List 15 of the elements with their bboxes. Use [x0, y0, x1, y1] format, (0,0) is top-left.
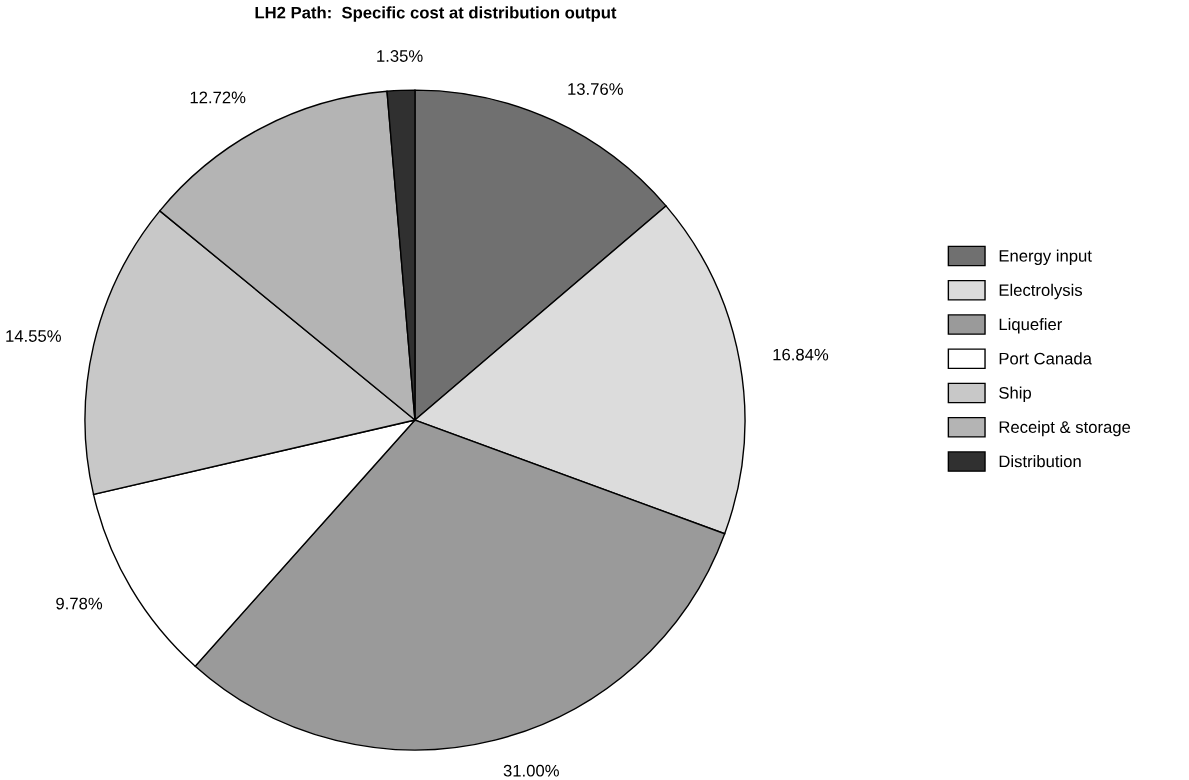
chart-title: LH2 Path: Specific cost at distribution output — [255, 6, 617, 22]
legend-label: Receipt & storage — [999, 420, 1131, 437]
data-label: 9.78% — [56, 597, 103, 610]
data-label: 1.35% — [377, 50, 423, 62]
legend-label: Ship — [999, 386, 1032, 403]
data-label: 31.00% — [503, 764, 559, 777]
data-label: 14.55% — [6, 330, 61, 342]
data-label: 13.76% — [568, 83, 623, 95]
legend-label: Distribution — [999, 455, 1081, 468]
legend-label: Liquefier — [999, 318, 1063, 334]
legend-label: Electrolysis — [999, 283, 1083, 300]
data-label: 16.84% — [773, 348, 829, 361]
data-label: 12.72% — [190, 91, 246, 104]
legend-label: Port Canada — [999, 352, 1092, 365]
legend-label: Energy input — [999, 249, 1092, 266]
